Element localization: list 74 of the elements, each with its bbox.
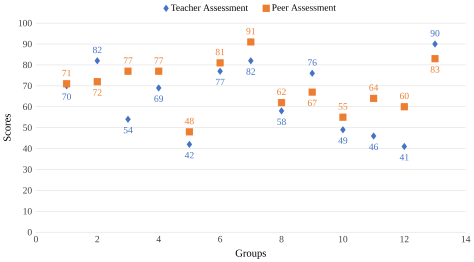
- point: [124, 67, 132, 75]
- point: [402, 142, 408, 150]
- point: [431, 54, 439, 62]
- point: [156, 84, 162, 92]
- data-label: 62: [277, 88, 286, 95]
- data-label: 72: [93, 89, 102, 96]
- x-tick-label: 14: [462, 236, 470, 242]
- data-label: 83: [430, 66, 440, 73]
- point: [370, 94, 378, 102]
- data-label: 54: [124, 126, 133, 134]
- y-tick-label: 60: [23, 103, 32, 110]
- x-tick-label: 0: [34, 236, 38, 242]
- point: [155, 67, 162, 75]
- point: [94, 78, 101, 86]
- data-label: 76: [308, 59, 317, 66]
- data-label: 41: [400, 154, 409, 160]
- data-label: 82: [92, 46, 102, 53]
- point: [63, 80, 70, 88]
- point: [186, 140, 192, 148]
- point: [278, 98, 286, 106]
- y-tick-label: 50: [23, 124, 32, 131]
- point: [308, 88, 316, 96]
- data-label: 77: [154, 57, 164, 64]
- x-tick-label: 4: [156, 236, 161, 242]
- point: [339, 113, 347, 121]
- x-axis-title: Groups: [236, 249, 266, 259]
- data-label: 81: [216, 48, 224, 56]
- point: [309, 70, 315, 77]
- y-tick-label: 0: [28, 228, 32, 236]
- y-tick-label: 80: [23, 62, 32, 68]
- y-tick-label: 30: [23, 166, 32, 173]
- x-tick-label: 12: [400, 236, 409, 242]
- point: [247, 38, 254, 46]
- x-tick-label: 2: [95, 236, 100, 242]
- data-label: 60: [400, 92, 409, 99]
- x-tick-label: 8: [279, 236, 284, 242]
- data-label: 82: [246, 68, 256, 75]
- point: [186, 128, 194, 136]
- data-label: 48: [184, 118, 194, 124]
- data-label: 71: [62, 70, 71, 76]
- y-tick-label: 70: [23, 82, 32, 89]
- data-label: 64: [369, 84, 378, 91]
- legend-label: Teacher Assessment: [170, 4, 248, 11]
- point: [432, 40, 438, 48]
- point: [248, 56, 254, 64]
- data-label: 67: [308, 100, 317, 106]
- y-tick-label: 40: [22, 145, 32, 152]
- data-label: 55: [338, 103, 348, 110]
- y-tick-label: 10: [23, 208, 32, 214]
- data-label: 90: [430, 30, 440, 36]
- data-label: 49: [338, 137, 348, 144]
- point: [370, 132, 376, 140]
- x-tick-label: 10: [338, 236, 348, 242]
- point: [400, 102, 408, 110]
- data-label: 77: [124, 57, 132, 64]
- data-label: 69: [154, 95, 164, 102]
- point: [125, 116, 131, 123]
- y-tick-label: 20: [23, 186, 32, 194]
- x-tick-label: 6: [218, 236, 222, 242]
- data-label: 70: [62, 93, 71, 100]
- point: [278, 107, 284, 114]
- point: [216, 59, 224, 66]
- data-label: 42: [184, 152, 194, 158]
- data-label: 77: [216, 78, 225, 85]
- point: [217, 67, 223, 75]
- y-axis-title: Scores: [4, 114, 11, 141]
- y-tick-label: 90: [22, 40, 32, 48]
- data-label: 91: [246, 28, 256, 34]
- y-tick-label: 100: [18, 20, 32, 26]
- point: [94, 56, 100, 64]
- data-label: 58: [277, 118, 286, 125]
- point: [340, 126, 346, 134]
- legend-label: Peer Assessment: [272, 4, 336, 11]
- data-label: 46: [369, 143, 378, 150]
